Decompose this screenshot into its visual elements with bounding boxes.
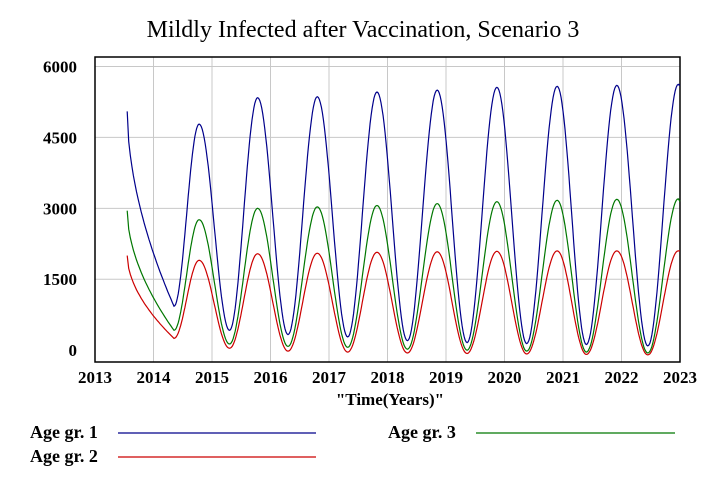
x-tick-label: 2019 [429, 368, 463, 387]
y-tick-label: 1500 [43, 270, 77, 289]
y-tick-label: 0 [69, 341, 78, 360]
legend-label: Age gr. 1 [30, 422, 98, 442]
x-axis-ticks: 2013 2014 2015 2016 2017 2018 2019 2020 2021 2022… [78, 368, 697, 387]
x-tick-label: 2013 [78, 368, 112, 387]
legend-label: Age gr. 2 [30, 446, 98, 466]
legend-label: Age gr. 3 [388, 422, 456, 442]
legend: Age gr. 1 Age gr. 2 Age gr. 3 [30, 422, 675, 466]
x-tick-label: 2020 [488, 368, 522, 387]
x-axis-label: "Time(Years)" [336, 390, 444, 409]
x-tick-label: 2018 [371, 368, 405, 387]
x-tick-label: 2023 [663, 368, 697, 387]
x-tick-label: 2015 [195, 368, 229, 387]
x-tick-label: 2022 [605, 368, 639, 387]
plot-area [94, 56, 681, 363]
series-line-2 [126, 250, 680, 356]
x-tick-label: 2017 [312, 368, 347, 387]
y-tick-label: 3000 [43, 199, 77, 218]
series-line-1 [126, 83, 681, 347]
series-lines [126, 83, 681, 356]
y-tick-label: 4500 [43, 128, 77, 147]
y-axis-ticks: 6000 4500 3000 1500 0 [43, 57, 77, 360]
series-line-3 [126, 198, 681, 354]
x-tick-label: 2014 [137, 368, 172, 387]
x-tick-label: 2016 [254, 368, 288, 387]
y-tick-label: 6000 [43, 57, 77, 76]
chart-title: Mildly Infected after Vaccination, Scena… [147, 17, 580, 43]
x-tick-label: 2021 [546, 368, 580, 387]
